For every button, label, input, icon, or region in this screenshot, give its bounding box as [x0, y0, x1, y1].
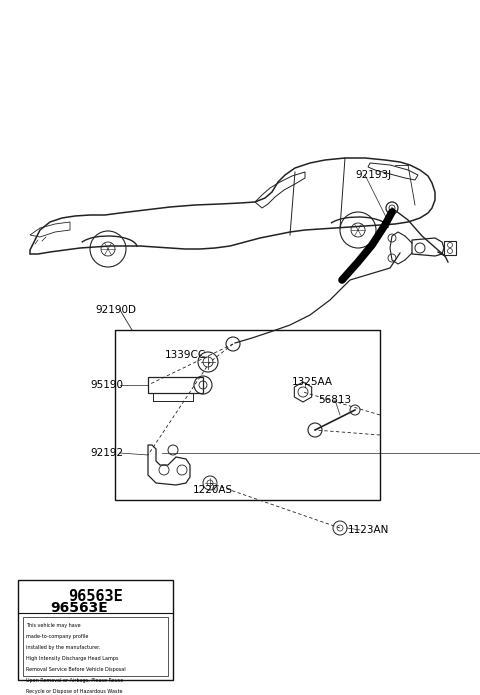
- Text: 1339CC: 1339CC: [165, 350, 206, 360]
- Text: 95190: 95190: [90, 380, 123, 390]
- Text: 1123AN: 1123AN: [348, 525, 389, 535]
- Text: 96563E: 96563E: [50, 601, 108, 615]
- Text: Removal Service Before Vehicle Disposal: Removal Service Before Vehicle Disposal: [26, 667, 126, 672]
- Text: 96563E: 96563E: [68, 589, 123, 604]
- Text: 92190D: 92190D: [95, 305, 136, 315]
- Text: 92193J: 92193J: [355, 170, 391, 180]
- Bar: [23, 617, 168, 676]
- Bar: [148, 377, 203, 393]
- Text: 1325AA: 1325AA: [292, 377, 333, 387]
- Text: Upon Removal or Airbags, Please Reuse: Upon Removal or Airbags, Please Reuse: [26, 678, 123, 683]
- Text: 56813: 56813: [318, 395, 351, 405]
- Text: High Intensity Discharge Head Lamps: High Intensity Discharge Head Lamps: [26, 656, 119, 661]
- Text: Recycle or Dispose of Hazardous Waste: Recycle or Dispose of Hazardous Waste: [26, 689, 122, 694]
- Text: installed by the manufacturer.: installed by the manufacturer.: [26, 645, 100, 650]
- Bar: [444, 241, 456, 255]
- Text: This vehicle may have: This vehicle may have: [26, 623, 81, 628]
- Text: 92192: 92192: [90, 448, 123, 458]
- Bar: [115, 330, 380, 500]
- Text: made-to-company profile: made-to-company profile: [26, 634, 88, 639]
- Bar: [18, 580, 173, 680]
- Text: 1220AS: 1220AS: [193, 485, 233, 495]
